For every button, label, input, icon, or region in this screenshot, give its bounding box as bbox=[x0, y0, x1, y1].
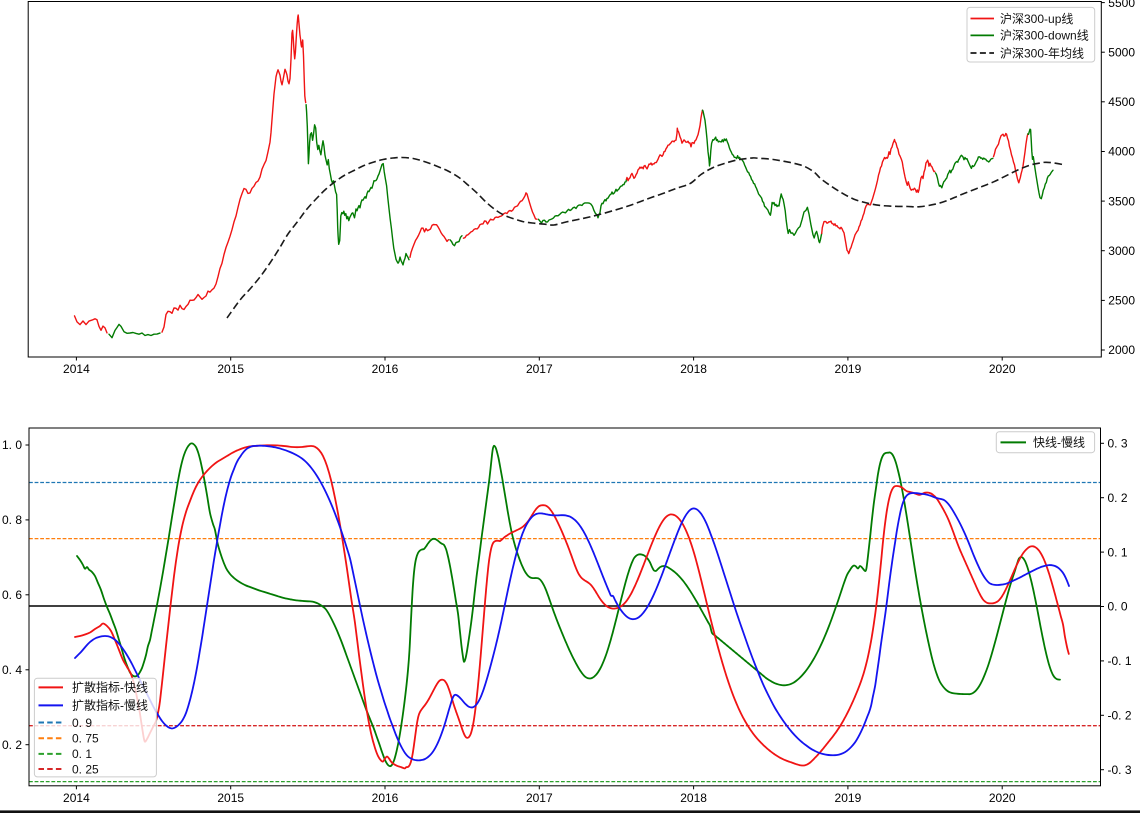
svg-text:5500: 5500 bbox=[1108, 0, 1135, 10]
svg-text:2018: 2018 bbox=[680, 362, 707, 376]
svg-text:2019: 2019 bbox=[835, 791, 862, 805]
svg-text:2016: 2016 bbox=[372, 791, 399, 805]
svg-text:2017: 2017 bbox=[526, 362, 553, 376]
svg-text:4000: 4000 bbox=[1108, 145, 1135, 159]
svg-text:-0. 2: -0. 2 bbox=[1108, 709, 1132, 723]
svg-text:0. 2: 0. 2 bbox=[1108, 491, 1128, 505]
svg-text:扩散指标-快线: 扩散指标-快线 bbox=[72, 680, 148, 695]
svg-text:2014: 2014 bbox=[63, 362, 90, 376]
svg-text:2018: 2018 bbox=[680, 791, 707, 805]
svg-text:0. 25: 0. 25 bbox=[72, 762, 99, 776]
svg-text:2500: 2500 bbox=[1108, 294, 1135, 308]
svg-text:0. 9: 0. 9 bbox=[72, 716, 92, 730]
svg-text:沪深300-down线: 沪深300-down线 bbox=[1000, 29, 1089, 43]
svg-text:1. 0: 1. 0 bbox=[2, 438, 22, 452]
svg-text:0. 0: 0. 0 bbox=[1108, 600, 1128, 614]
svg-text:0. 1: 0. 1 bbox=[72, 747, 92, 761]
svg-text:0. 6: 0. 6 bbox=[2, 588, 22, 602]
svg-text:2014: 2014 bbox=[63, 791, 90, 805]
svg-text:0. 2: 0. 2 bbox=[2, 738, 22, 752]
svg-text:0. 1: 0. 1 bbox=[1108, 545, 1128, 559]
svg-text:快线-慢线: 快线-慢线 bbox=[1033, 436, 1085, 450]
svg-text:0. 8: 0. 8 bbox=[2, 513, 22, 527]
svg-text:沪深300-up线: 沪深300-up线 bbox=[1000, 12, 1073, 26]
svg-text:3000: 3000 bbox=[1108, 244, 1135, 258]
svg-text:-0. 3: -0. 3 bbox=[1108, 763, 1132, 777]
svg-text:2020: 2020 bbox=[989, 791, 1016, 805]
svg-text:沪深300-年均线: 沪深300-年均线 bbox=[1000, 46, 1084, 60]
svg-text:2000: 2000 bbox=[1108, 343, 1135, 357]
svg-text:3500: 3500 bbox=[1108, 194, 1135, 208]
svg-text:2015: 2015 bbox=[217, 362, 244, 376]
svg-text:-0. 1: -0. 1 bbox=[1108, 654, 1132, 668]
svg-text:2016: 2016 bbox=[372, 362, 399, 376]
svg-text:4500: 4500 bbox=[1108, 95, 1135, 109]
svg-text:2020: 2020 bbox=[989, 362, 1016, 376]
svg-text:0. 4: 0. 4 bbox=[2, 663, 22, 677]
svg-text:2015: 2015 bbox=[217, 791, 244, 805]
svg-text:0. 3: 0. 3 bbox=[1108, 437, 1128, 451]
svg-text:0. 75: 0. 75 bbox=[72, 732, 99, 746]
svg-text:2019: 2019 bbox=[835, 362, 862, 376]
svg-text:5000: 5000 bbox=[1108, 45, 1135, 59]
svg-text:2017: 2017 bbox=[526, 791, 553, 805]
svg-text:扩散指标-慢线: 扩散指标-慢线 bbox=[72, 698, 148, 713]
